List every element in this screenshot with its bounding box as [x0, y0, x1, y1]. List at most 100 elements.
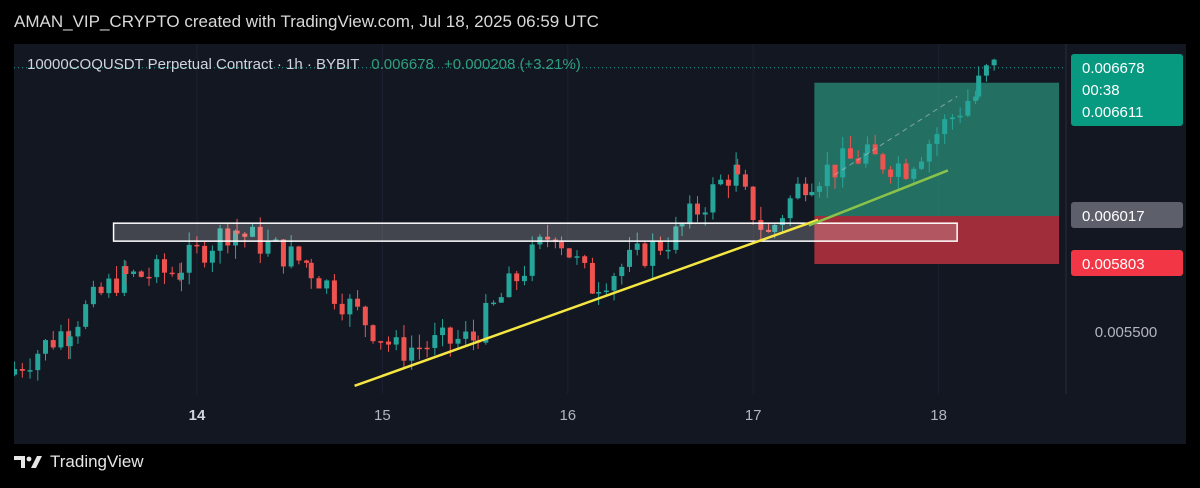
- candle-body: [772, 225, 778, 232]
- candle-up: [718, 174, 724, 186]
- symbol-legend: 10000COQUSDT Perpetual Contract · 1h · B…: [27, 56, 581, 73]
- price-chart[interactable]: 14 15 16 17 180.0055000.00667800:380.0066110…: [14, 44, 1186, 444]
- x-axis-tick-label: 17: [745, 407, 762, 424]
- candle-body: [919, 161, 925, 169]
- candle-down: [582, 254, 588, 269]
- candle-body: [385, 341, 391, 345]
- stop-price-tag: 0.005803: [1071, 250, 1183, 276]
- candle-down: [339, 293, 345, 321]
- candle-up: [634, 232, 640, 256]
- candle-up: [491, 300, 497, 306]
- candle-body: [209, 250, 215, 263]
- x-axis-tick-label: 15: [374, 407, 391, 424]
- candle-down: [880, 152, 886, 174]
- candle-body: [529, 244, 535, 276]
- candle-down: [138, 270, 144, 278]
- candle-body: [90, 286, 96, 305]
- candle-body: [926, 143, 932, 162]
- candle-up: [895, 156, 901, 190]
- candle-down: [766, 222, 772, 233]
- header-title: AMAN_VIP_CRYPTO created with TradingView…: [14, 12, 599, 31]
- candle-up: [131, 269, 137, 277]
- candle-down: [296, 245, 302, 265]
- candle-down: [803, 177, 809, 202]
- candle-body: [424, 347, 430, 350]
- candle-body: [273, 239, 279, 242]
- candle-body: [416, 347, 422, 350]
- candle-up: [347, 294, 353, 327]
- candle-body: [362, 306, 368, 326]
- candle-body: [766, 229, 772, 232]
- candle-down: [161, 253, 167, 284]
- last-price-tag-text: 0.006678: [1082, 60, 1145, 77]
- candle-down: [98, 282, 104, 296]
- candle-down: [566, 247, 572, 259]
- candle-up: [627, 237, 633, 272]
- candle-down: [903, 158, 909, 180]
- candle-up: [154, 254, 160, 284]
- candle-down: [257, 217, 263, 264]
- legend-price: 0.006678: [371, 56, 434, 73]
- last-price-tag: 0.006678 00:38 0.006611: [1071, 54, 1183, 126]
- candle-down: [725, 174, 731, 199]
- last-price-tag-bg: [1071, 54, 1183, 126]
- candle-up: [43, 339, 48, 361]
- candle-body: [957, 115, 963, 118]
- candle-up: [233, 229, 239, 259]
- candle-body: [582, 256, 588, 263]
- tradingview-brand[interactable]: TradingView: [14, 452, 144, 472]
- candle-body: [965, 100, 971, 116]
- candle-up: [976, 66, 982, 100]
- candle-up: [795, 177, 801, 200]
- candle-body: [611, 276, 617, 291]
- candle-body: [288, 246, 294, 267]
- candle-body: [718, 179, 724, 185]
- candle-down: [470, 319, 476, 351]
- candle-up: [529, 236, 535, 282]
- candle-body: [370, 325, 376, 342]
- candle-up: [809, 183, 815, 197]
- candle-down: [750, 185, 756, 225]
- candle-body: [463, 331, 469, 339]
- projection-line: [808, 169, 949, 227]
- candle-body: [106, 278, 112, 294]
- y-axis-tick-label: 0.005500: [1095, 324, 1158, 341]
- candle-up: [603, 283, 609, 296]
- candle-down: [225, 223, 231, 254]
- candle-body: [779, 218, 785, 226]
- candle-down: [735, 158, 741, 176]
- candle-body: [787, 198, 793, 219]
- candle-body: [840, 148, 846, 178]
- candle-up: [250, 223, 256, 238]
- candle-body: [750, 186, 756, 221]
- candle-up: [58, 324, 64, 350]
- candle-body: [758, 220, 764, 230]
- candle-up: [817, 182, 823, 198]
- candle-body: [401, 337, 407, 361]
- candle-up: [440, 318, 446, 347]
- candle-up: [217, 224, 223, 264]
- candle-body: [589, 262, 595, 294]
- candle-body: [619, 266, 625, 277]
- candle-up: [14, 361, 18, 377]
- x-axis-tick-label: 14: [189, 407, 206, 424]
- candle-body: [650, 241, 656, 266]
- candle-down: [50, 331, 56, 350]
- candle-body: [316, 278, 322, 289]
- candle-body: [864, 144, 870, 153]
- candle-body: [98, 286, 104, 294]
- chart-area[interactable]: 14 15 16 17 18 0.005500 0.006678 00:38 0.006611 0…: [14, 44, 1186, 444]
- candle-body: [234, 230, 240, 234]
- footer-bar: TradingView: [0, 444, 1200, 488]
- candle-body: [217, 228, 223, 251]
- candle-body: [447, 327, 453, 344]
- resistance-zone-box: [112, 222, 958, 242]
- candle-body: [795, 183, 801, 199]
- candle-up: [965, 89, 971, 118]
- candle-body: [161, 259, 167, 273]
- position-guide-line: [834, 95, 958, 176]
- candle-body: [470, 331, 476, 341]
- candle-down: [832, 164, 838, 189]
- candle-down: [280, 239, 286, 274]
- candle-up: [919, 157, 925, 171]
